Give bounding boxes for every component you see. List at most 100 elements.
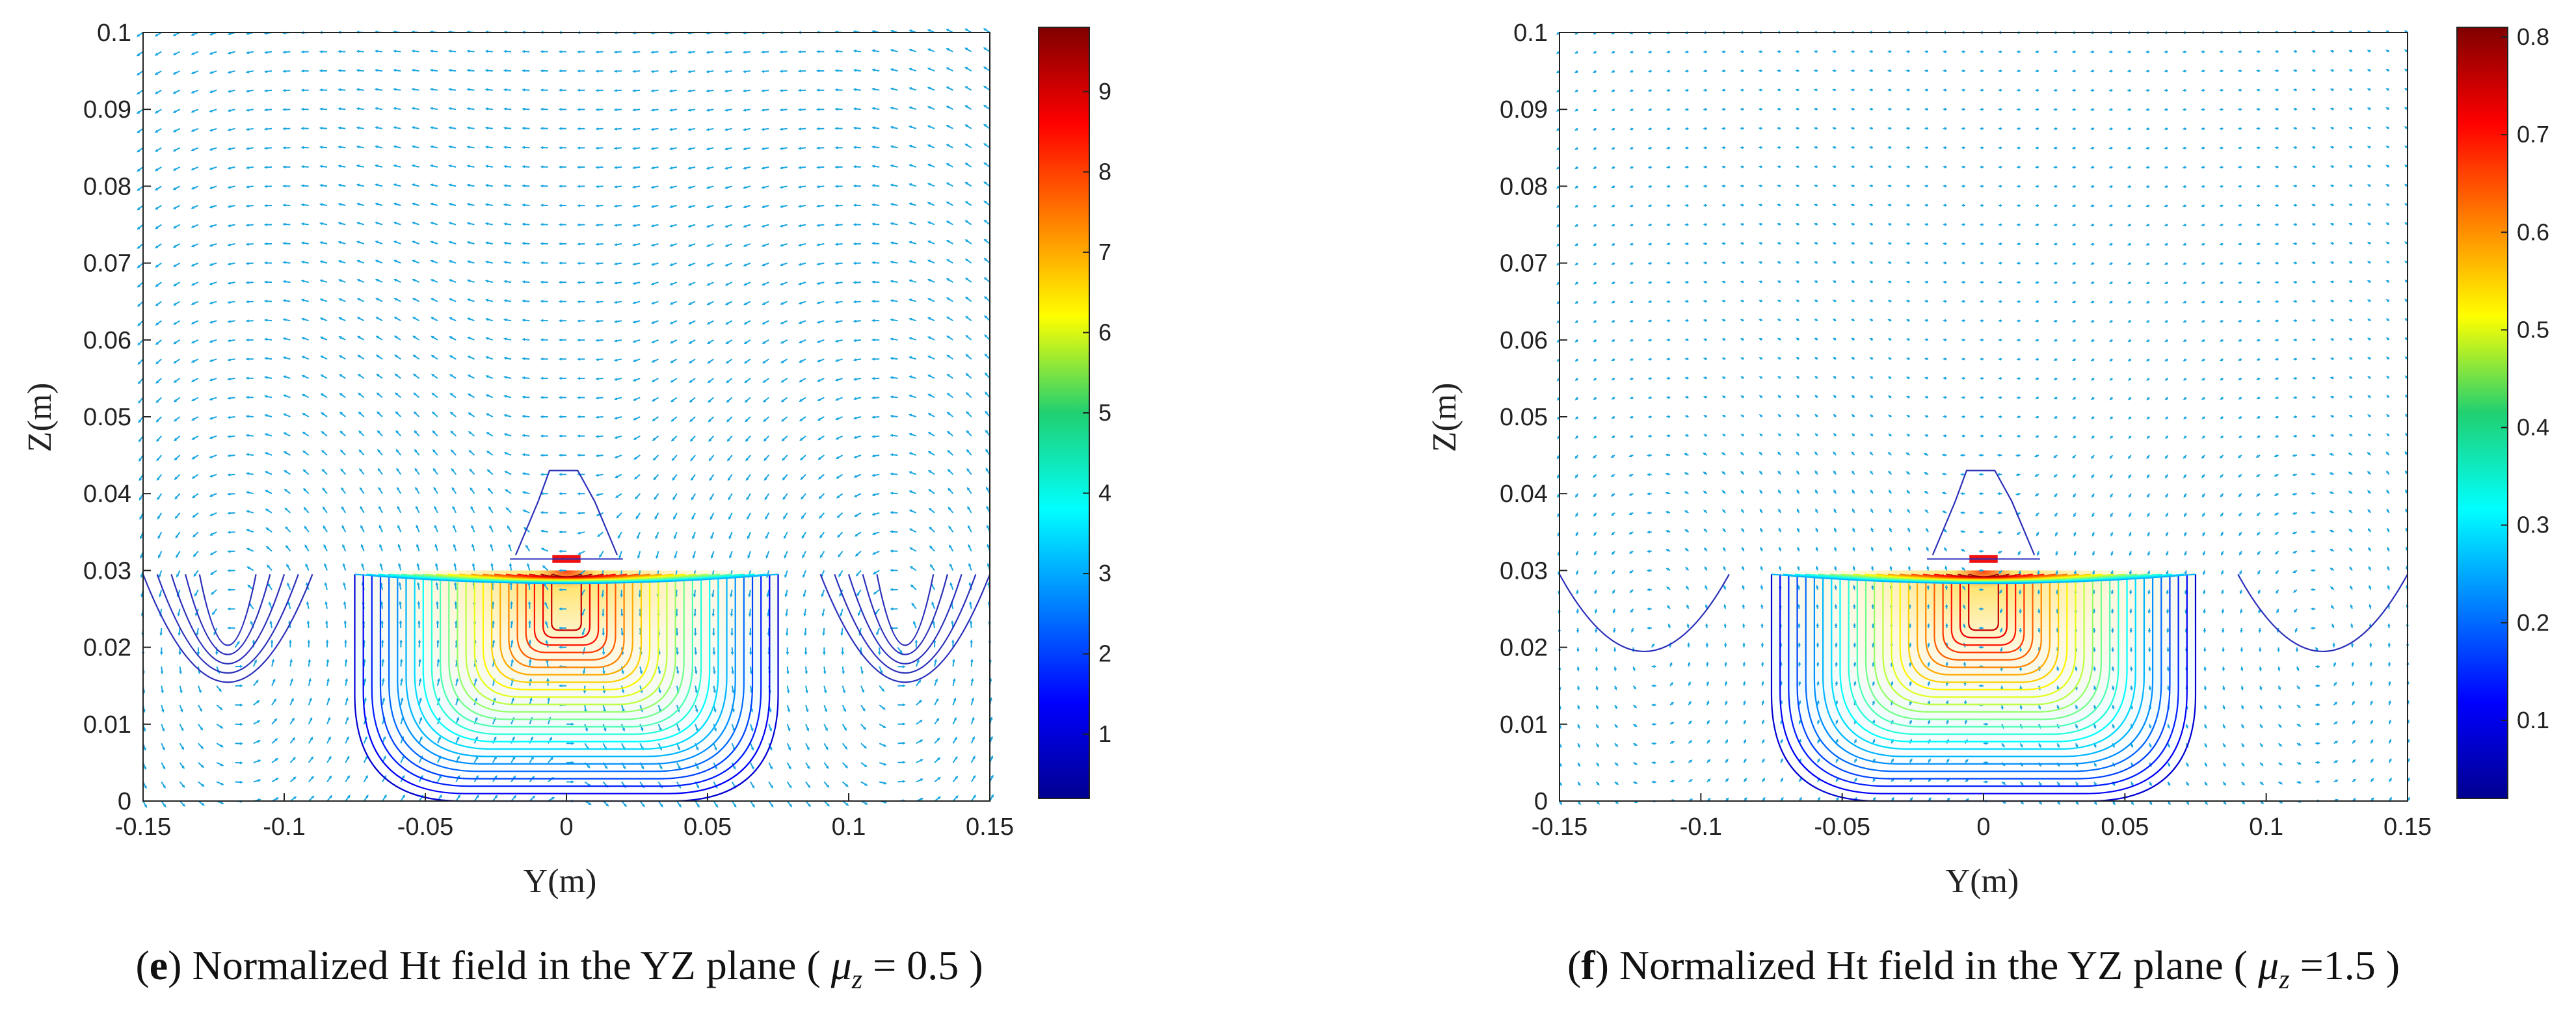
quiver-arrow	[1742, 642, 1746, 648]
quiver-arrow	[192, 512, 199, 518]
quiver-arrow	[393, 68, 401, 72]
quiver-arrow	[399, 620, 403, 629]
quiver-arrow	[1595, 647, 1598, 653]
quiver-arrow	[855, 551, 862, 557]
quiver-arrow	[1741, 546, 1745, 552]
quiver-arrow	[836, 473, 843, 479]
quiver-arrow	[688, 358, 696, 363]
quiver-arrow	[2255, 261, 2261, 265]
quiver-arrow	[1943, 357, 1947, 361]
quiver-arrow	[209, 550, 217, 555]
quiver-arrow	[613, 243, 622, 246]
quiver-arrow	[1629, 146, 1634, 150]
quiver-arrow	[2092, 570, 2095, 576]
quiver-arrow	[271, 738, 278, 744]
quiver-arrow	[174, 435, 181, 441]
quiver-arrow	[1889, 527, 1892, 533]
quiver-arrow	[1850, 261, 1855, 265]
quiver-arrow	[730, 647, 734, 655]
quiver-arrow	[430, 222, 438, 226]
quiver-arrow	[614, 416, 622, 420]
quiver-arrow	[178, 627, 181, 637]
quiver-arrow	[1852, 489, 1855, 494]
quiver-arrow	[449, 374, 457, 379]
quiver-arrow	[1778, 546, 1782, 552]
quiver-arrow	[434, 505, 438, 514]
quiver-arrow	[2310, 569, 2316, 572]
quiver-arrow	[576, 415, 585, 419]
quiver-arrow	[1703, 146, 1707, 150]
quiver-arrow	[724, 51, 732, 54]
quiver-arrow	[429, 68, 438, 72]
quiver-arrow	[429, 183, 438, 187]
quiver-arrow	[172, 224, 181, 229]
quiver-arrow	[731, 685, 735, 694]
quiver-arrow	[1887, 338, 1892, 341]
quiver-arrow	[2348, 434, 2353, 437]
x-tick-label: 0.15	[2383, 813, 2432, 841]
quiver-arrow	[1834, 546, 1837, 552]
quiver-arrow	[916, 719, 923, 725]
quiver-arrow	[786, 800, 793, 808]
quiver-arrow	[2369, 585, 2372, 590]
quiver-arrow	[1721, 319, 1726, 322]
quiver-arrow	[908, 106, 917, 111]
contour-line	[397, 574, 736, 765]
quiver-arrow	[1684, 434, 1689, 438]
quiver-arrow	[1611, 512, 1615, 516]
quiver-arrow	[2034, 415, 2039, 419]
quiver-arrow	[780, 358, 788, 363]
quiver-arrow	[2348, 357, 2353, 360]
quiver-arrow	[522, 242, 530, 245]
quiver-arrow	[2241, 743, 2245, 748]
quiver-arrow	[2164, 262, 2168, 265]
quiver-arrow	[2330, 165, 2334, 168]
quiver-arrow	[540, 204, 548, 207]
caption-value: =1.5	[2300, 942, 2376, 988]
quiver-arrow	[2274, 396, 2279, 399]
y-tick-label: 0.08	[1500, 173, 1548, 200]
quiver-arrow	[909, 125, 917, 129]
quiver-arrow	[558, 261, 566, 265]
quiver-arrow	[159, 589, 163, 598]
quiver-arrow	[2219, 339, 2224, 342]
quiver-arrow	[2255, 88, 2261, 92]
quiver-arrow	[657, 666, 661, 675]
quiver-arrow	[2311, 376, 2316, 380]
quiver-arrow	[1907, 546, 1911, 552]
quiver-arrow	[436, 658, 440, 667]
quiver-arrow	[2202, 531, 2206, 537]
quiver-arrow	[2367, 241, 2371, 245]
quiver-arrow	[2256, 415, 2261, 419]
quiver-arrow	[216, 723, 224, 729]
quiver-arrow	[860, 762, 868, 768]
quiver-arrow	[687, 166, 696, 170]
quiver-arrow	[909, 87, 917, 91]
quiver-arrow	[2166, 609, 2170, 614]
quiver-arrow	[263, 108, 272, 112]
quiver-arrow	[1703, 261, 1707, 265]
quiver-arrow	[2146, 397, 2150, 401]
quiver-arrow	[398, 562, 402, 571]
quiver-arrow	[726, 454, 733, 462]
quiver-arrow	[2072, 435, 2077, 439]
quiver-arrow	[2292, 376, 2297, 380]
quiver-arrow	[1614, 743, 1619, 748]
quiver-arrow	[522, 165, 530, 168]
quiver-arrow	[1593, 493, 1597, 497]
quiver-arrow	[602, 647, 605, 655]
quiver-arrow	[1723, 642, 1727, 648]
quiver-arrow	[1979, 319, 1984, 322]
quiver-arrow	[191, 358, 199, 363]
quiver-arrow	[2240, 685, 2244, 691]
quiver-arrow	[1813, 165, 1818, 168]
quiver-arrow	[2255, 146, 2261, 150]
quiver-arrow	[817, 397, 825, 402]
quiver-arrow	[1869, 376, 1874, 379]
quiver-arrow	[890, 607, 898, 611]
quiver-arrow	[191, 89, 199, 94]
quiver-arrow	[1611, 435, 1615, 438]
quiver-arrow	[1816, 603, 1819, 609]
quiver-arrow	[726, 378, 733, 384]
quiver-arrow	[2091, 416, 2095, 419]
